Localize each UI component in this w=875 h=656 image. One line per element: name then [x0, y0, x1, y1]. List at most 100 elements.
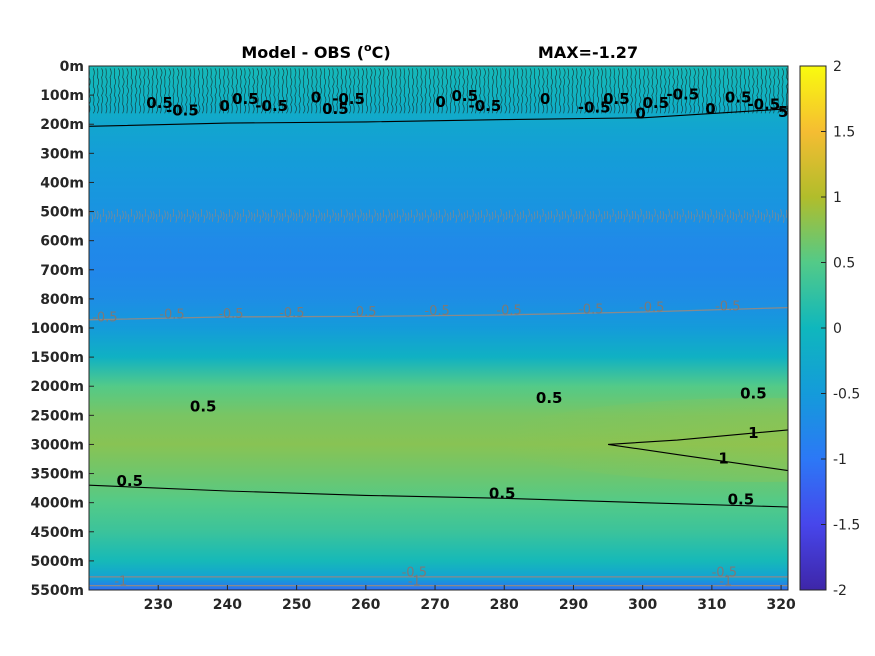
noisy-contour-label: 0.5: [725, 88, 752, 106]
y-tick-label: 700m: [40, 263, 84, 279]
y-tick-label: 0m: [60, 59, 84, 75]
contour-label: 1: [718, 449, 728, 467]
noisy-contour-label: 0: [219, 97, 229, 115]
contour-label: -1: [408, 575, 421, 590]
y-tick-label: 200m: [40, 117, 84, 133]
contour-labels: 0.5 0.5 0.5 1 1 0.5 0.5 0.5 -0.5 -0.5 -0.5 -0.5 -0.5…: [92, 300, 767, 590]
contour-label: -1: [114, 575, 127, 590]
colorbar-tick-label: 0: [833, 321, 842, 337]
x-tick-label: 240: [213, 597, 242, 613]
y-tick-label: 1500m: [30, 350, 84, 366]
contour-label: 0.5: [489, 484, 516, 502]
noisy-contour-label: -0.5: [747, 96, 780, 114]
contour-label: 0.5: [117, 472, 144, 490]
noise-contour-lines-500m: [89, 208, 788, 224]
contour-line: [89, 306, 788, 321]
max-annotation: MAX=-1.27: [538, 43, 638, 62]
contour-label: -0.5: [92, 311, 117, 326]
y-axis-depth-ticks: 0m 100m 200m 300m 400m 500m 600m 700m 800m 1000m 1…: [30, 59, 94, 599]
noisy-contour-label: -0.5: [468, 97, 501, 115]
warm-anomaly-core: [500, 398, 788, 482]
y-tick-label: 2000m: [30, 379, 84, 395]
y-tick-label: 100m: [40, 88, 84, 104]
noisy-contour-label: 0: [635, 104, 645, 122]
y-tick-label: 5500m: [30, 583, 84, 599]
colorbar-tick-label: 1.5: [833, 125, 855, 141]
heatmap-field: [89, 66, 788, 590]
colorbar-tick-label: -1.5: [833, 518, 860, 534]
y-tick-label: 400m: [40, 175, 84, 191]
contour-label: -1: [719, 575, 732, 590]
contour-line: [89, 108, 788, 127]
noisy-contour-label: -0.5: [666, 86, 699, 104]
x-tick-label: 290: [559, 597, 588, 613]
y-tick-label: 3500m: [30, 467, 84, 483]
noisy-contour-label: 0.5: [643, 94, 670, 112]
y-tick-label: 3000m: [30, 437, 84, 453]
contour-line: [89, 484, 788, 508]
noisy-contour-label: 0: [311, 88, 321, 106]
y-tick-label: 5000m: [30, 554, 84, 570]
y-tick-label: 600m: [40, 234, 84, 250]
noisy-contour-label: 0.5: [452, 87, 479, 105]
colorbar-tick-label: -1: [833, 452, 847, 468]
plot-area: 0.5-0.5 0 0.5-0.5 00.5-0.5 0 0.5-0.5 0 -0.50.50…: [89, 66, 788, 590]
colorbar-tick-label: 0.5: [833, 256, 855, 272]
y-tick-label: 4500m: [30, 525, 84, 541]
contour-label: -0.5: [402, 565, 427, 580]
y-tick-label: 800m: [40, 292, 84, 308]
y-tick-label: 300m: [40, 146, 84, 162]
contour-lines: [89, 108, 788, 587]
contour-label: 0.5: [536, 389, 563, 407]
contour-label: -0.5: [279, 306, 304, 321]
x-tick-label: 320: [766, 597, 795, 613]
noisy-contour-label: 0.5: [603, 90, 630, 108]
y-tick-label: 1000m: [30, 321, 84, 337]
noisy-contour-label: 0: [435, 93, 445, 111]
y-tick-label: 500m: [40, 205, 84, 221]
x-tick-label: 310: [697, 597, 726, 613]
contour-label: -0.5: [424, 304, 449, 319]
noisy-contour-label: -0.5: [255, 97, 288, 115]
contour-label: -0.5: [496, 303, 521, 318]
x-tick-label: 260: [351, 597, 380, 613]
noisy-contour-label: -0.5: [166, 102, 199, 120]
contour-label: -0.5: [351, 305, 376, 320]
y-tick-label: 4000m: [30, 496, 84, 512]
colorbar-tick-label: -0.5: [833, 387, 860, 403]
contour-label: -0.5: [712, 565, 737, 580]
x-tick-label: 270: [420, 597, 449, 613]
noise-contour-lines: [89, 68, 788, 114]
contour-label: 0.5: [740, 385, 767, 403]
contour-label: -0.5: [159, 308, 184, 323]
noisy-contour-label: 0.5: [146, 94, 173, 112]
colorbar-tick-label: 2: [833, 59, 842, 75]
noisy-contour-label: 0.5: [232, 90, 259, 108]
contour-label: 1: [748, 424, 758, 442]
y-tick-label: 2500m: [30, 408, 84, 424]
x-tick-label: 300: [628, 597, 657, 613]
surface-noise-contours: 0.5-0.5 0 0.5-0.5 00.5-0.5 0 0.5-0.5 0 -0.50.50…: [89, 68, 788, 224]
colorbar-ticks: 2 1.5 1 0.5 0 -0.5 -1 -1.5 -2: [821, 59, 860, 599]
noisy-contour-label: 5: [778, 103, 788, 121]
contour-label: 0.5: [728, 490, 755, 508]
contour-label: -0.5: [218, 307, 243, 322]
x-tick-label: 280: [490, 597, 519, 613]
contour-label: 0.5: [190, 398, 217, 416]
x-axis-ticks: 230 240 250 260 270 280 290 300 310 320: [144, 585, 796, 613]
contour-label: -0.5: [639, 300, 664, 315]
colorbar-tick-label: 1: [833, 190, 842, 206]
colorbar-tick-label: -2: [833, 583, 847, 599]
contour-label: -0.5: [578, 302, 603, 317]
noisy-contour-label: 0: [705, 100, 715, 118]
x-tick-label: 250: [282, 597, 311, 613]
x-tick-label: 230: [144, 597, 173, 613]
contour-label: -0.5: [715, 300, 740, 315]
noisy-contour-label: -0.5: [332, 90, 365, 108]
noisy-contour-label: 0: [540, 90, 550, 108]
noisy-contour-label: -0.5: [578, 99, 611, 117]
contour-line: [608, 429, 788, 472]
noisy-contour-label: 0.5: [322, 100, 349, 118]
chart-title: Model - OBS (oC): [241, 41, 390, 62]
